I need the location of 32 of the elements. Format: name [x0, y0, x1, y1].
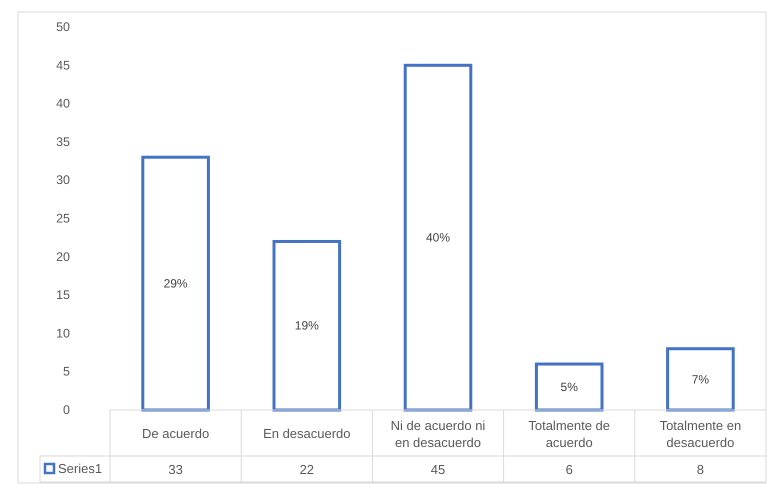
data-label: 8 [696, 462, 704, 477]
y-tick-label: 0 [63, 403, 70, 417]
y-tick-label: 20 [56, 250, 70, 264]
x-tick-label: Totalmente en desacuerdo [660, 418, 742, 450]
bar [666, 347, 735, 412]
annotation: 7% [692, 372, 710, 386]
y-tick-label: 30 [56, 173, 70, 188]
y-tick-label: 35 [56, 134, 70, 149]
data-label: 22 [300, 462, 314, 477]
legend-label: Series1 [58, 461, 102, 476]
data-label: 6 [566, 462, 573, 477]
x-tick-label: En desacuerdo [263, 426, 351, 441]
annotation: 5% [560, 380, 578, 394]
x-tick-label: Ni de acuerdo ni en desacuerdo [390, 418, 486, 450]
bar [141, 156, 210, 412]
bar [272, 240, 342, 412]
bar [534, 362, 604, 412]
y-tick-label: 15 [56, 288, 70, 302]
data-label: 45 [430, 462, 446, 477]
annotation: 40% [426, 230, 450, 245]
y-tick-label: 45 [56, 58, 70, 72]
x-tick-label: Totalmente de acuerdo [528, 418, 610, 450]
y-tick-label: 50 [56, 20, 70, 34]
y-tick-label: 40 [56, 96, 70, 111]
annotation: 19% [294, 318, 320, 333]
data-label: 33 [168, 462, 183, 477]
y-tick-label: 10 [56, 326, 70, 340]
annotation: 29% [164, 276, 188, 291]
y-tick-label: 25 [56, 212, 70, 226]
bar [404, 64, 472, 412]
x-tick-label: De acuerdo [142, 426, 210, 441]
y-tick-label: 5 [63, 364, 70, 379]
